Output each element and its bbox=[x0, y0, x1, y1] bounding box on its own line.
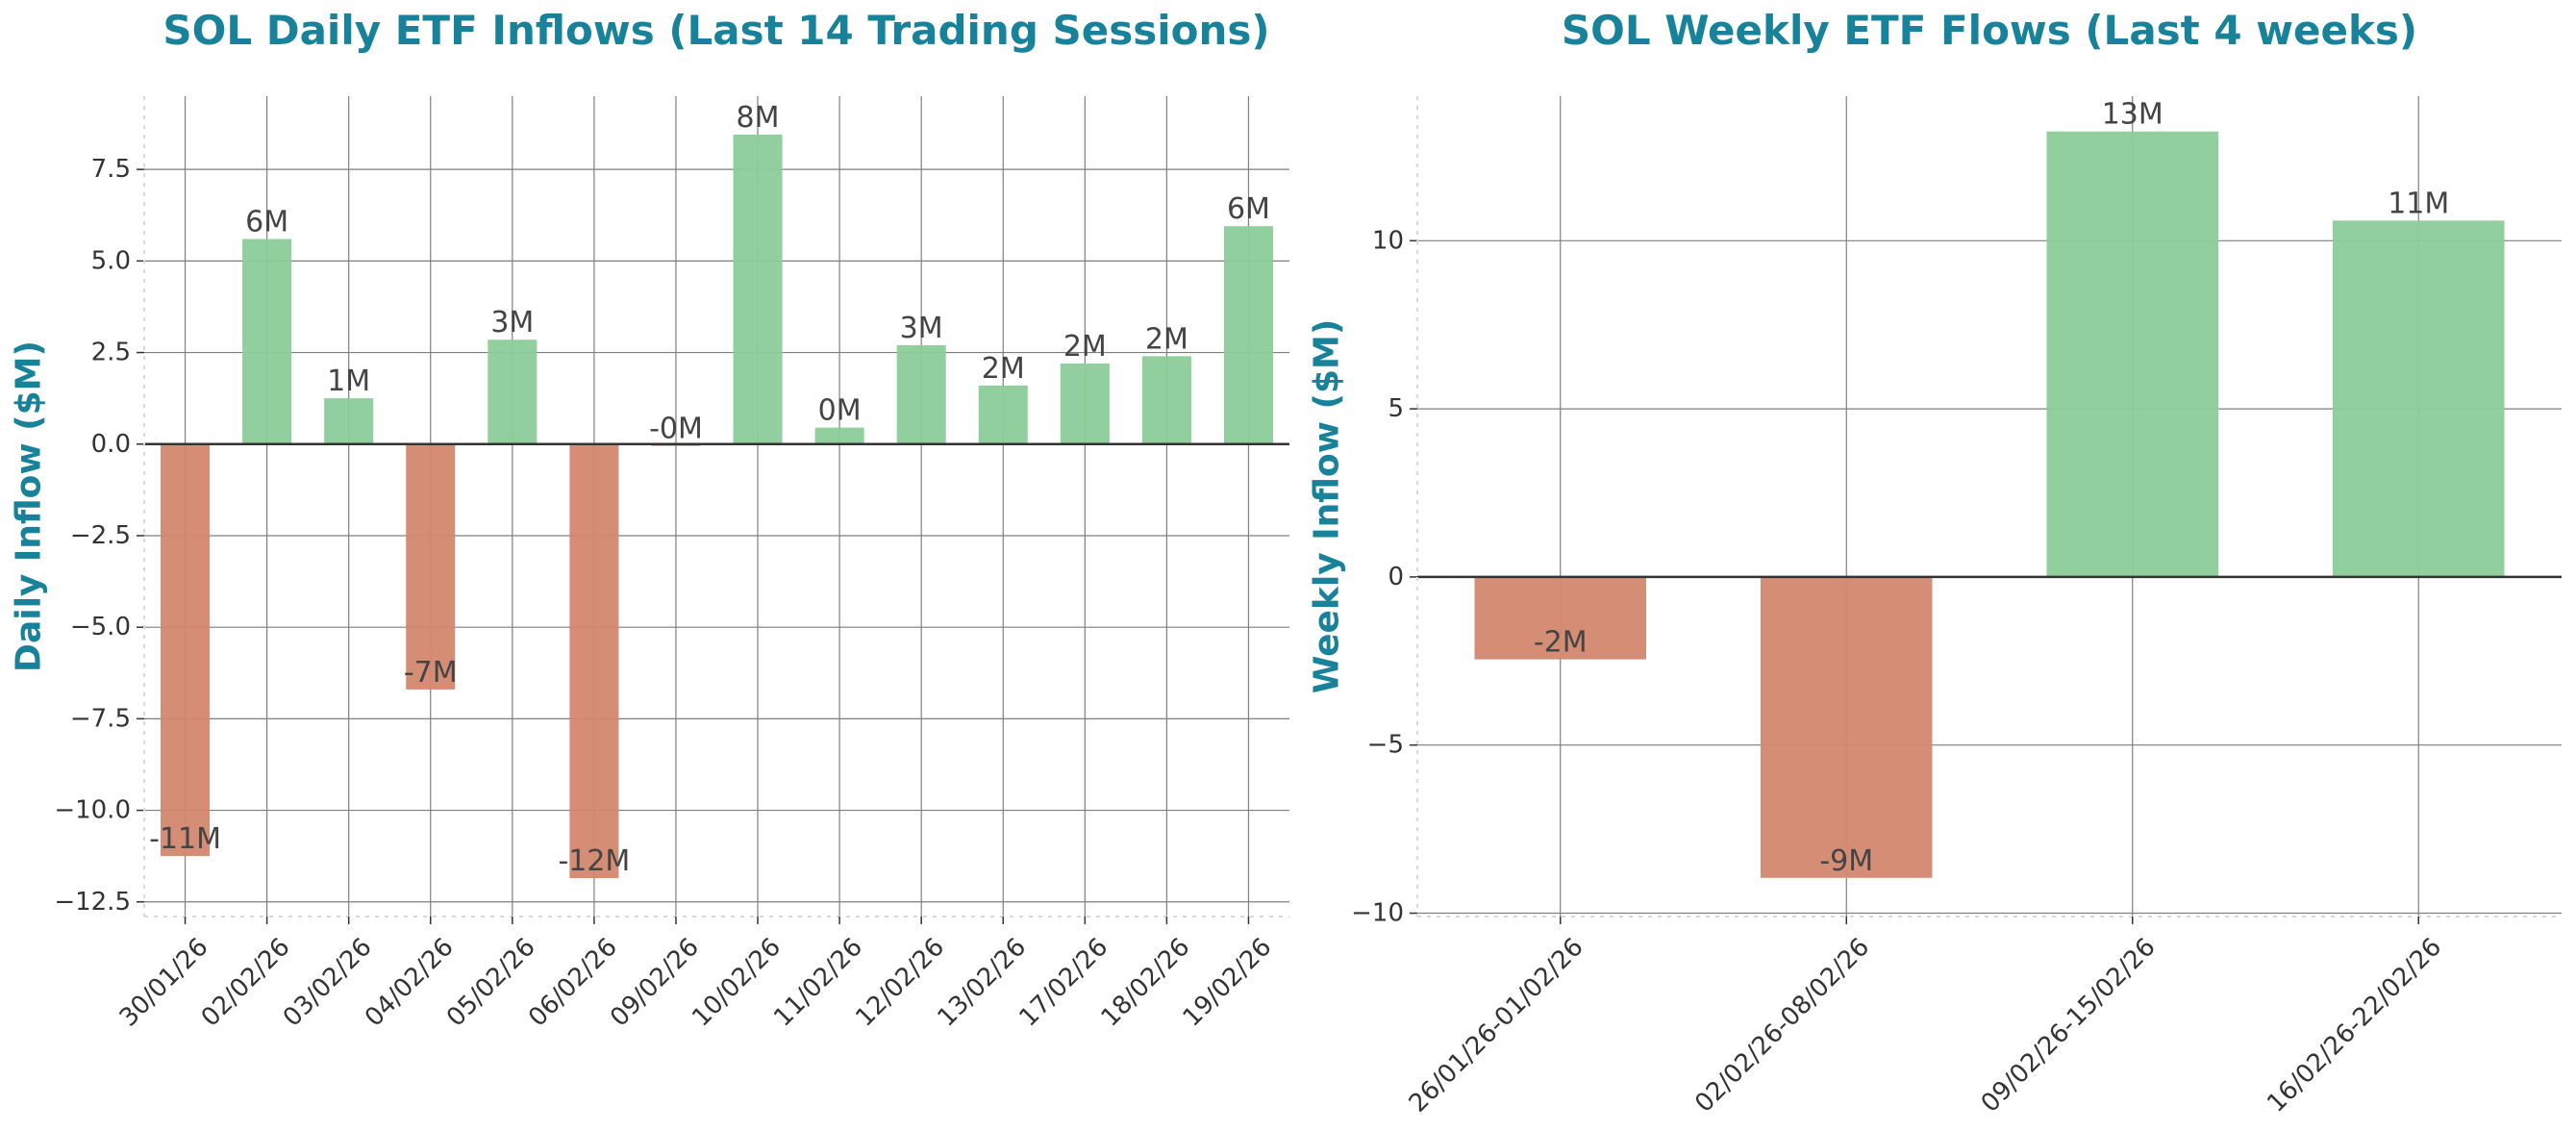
daily-x-tick-label: 30/01/26 bbox=[114, 933, 214, 1033]
daily-bar-06-02-26 bbox=[569, 443, 619, 879]
daily-data-label: 6M bbox=[245, 206, 288, 239]
daily-y-axis-label: Daily Inflow ($M) bbox=[10, 340, 49, 672]
daily-data-label: 6M bbox=[1227, 192, 1270, 226]
daily-x-tick-label: 09/02/26 bbox=[605, 933, 705, 1033]
weekly-x-tick-label: 26/01/26-01/02/26 bbox=[1404, 933, 1589, 1118]
daily-x-tick-label: 02/02/26 bbox=[196, 933, 296, 1033]
daily-x-tick-label: 10/02/26 bbox=[687, 933, 787, 1033]
weekly-x-tick-label: 09/02/26-15/02/26 bbox=[1976, 933, 2162, 1118]
daily-data-label: 3M bbox=[900, 312, 943, 345]
weekly-y-tick-label: −5 bbox=[1367, 731, 1404, 760]
daily-data-label: 1M bbox=[327, 364, 370, 398]
weekly-bar-16-02-26-22-02-26 bbox=[2333, 220, 2505, 577]
daily-bar-05-02-26 bbox=[488, 339, 538, 444]
weekly-y-axis-label: Weekly Inflow ($M) bbox=[1308, 319, 1347, 694]
daily-data-label: -0M bbox=[649, 413, 703, 446]
daily-y-tick-label: −5.0 bbox=[70, 613, 131, 641]
daily-data-label: 2M bbox=[982, 352, 1025, 386]
daily-y-tick-label: 7.5 bbox=[91, 155, 131, 184]
weekly-y-tick-label: 10 bbox=[1372, 226, 1404, 255]
weekly-x-tick-label: 02/02/26-08/02/26 bbox=[1689, 933, 1875, 1118]
daily-data-label: 0M bbox=[818, 394, 862, 428]
daily-bar-18-02-26 bbox=[1141, 356, 1191, 444]
daily-x-tick-label: 04/02/26 bbox=[360, 933, 460, 1033]
daily-bar-13-02-26 bbox=[978, 385, 1028, 444]
weekly-y-tick-label: 5 bbox=[1388, 394, 1404, 423]
weekly-y-tick-label: −10 bbox=[1351, 899, 1404, 928]
weekly-bar-26-01-26-01-02-26 bbox=[1474, 576, 1646, 660]
daily-y-tick-label: −2.5 bbox=[70, 521, 131, 550]
daily-y-tick-label: 0.0 bbox=[91, 430, 131, 459]
daily-y-tick-label: 5.0 bbox=[91, 246, 131, 275]
daily-bar-11-02-26 bbox=[814, 427, 864, 444]
daily-data-label: -12M bbox=[558, 844, 630, 878]
daily-x-tick-label: 18/02/26 bbox=[1096, 933, 1196, 1033]
daily-bar-19-02-26 bbox=[1223, 226, 1273, 444]
daily-data-label: -11M bbox=[149, 822, 221, 856]
daily-data-label: 3M bbox=[490, 306, 534, 339]
daily-bar-03-02-26 bbox=[324, 398, 374, 444]
daily-chart-title: SOL Daily ETF Inflows (Last 14 Trading S… bbox=[163, 7, 1269, 54]
daily-x-tick-label: 05/02/26 bbox=[441, 933, 541, 1033]
weekly-bar-09-02-26-15-02-26 bbox=[2046, 131, 2218, 577]
daily-x-tick-label: 03/02/26 bbox=[278, 933, 378, 1033]
weekly-data-label: -2M bbox=[1534, 626, 1588, 660]
weekly-data-label: -9M bbox=[1819, 844, 1873, 878]
daily-y-tick-label: 2.5 bbox=[91, 339, 131, 367]
daily-y-tick-label: −12.5 bbox=[54, 888, 131, 917]
daily-bar-30-01-26 bbox=[161, 443, 211, 857]
weekly-flows-chart: SOL Weekly ETF Flows (Last 4 weeks) Weekl… bbox=[1308, 7, 2562, 1118]
daily-bar-02-02-26 bbox=[242, 239, 292, 444]
daily-data-label: 8M bbox=[737, 101, 780, 135]
weekly-data-label: 13M bbox=[2102, 98, 2163, 132]
weekly-data-label: 11M bbox=[2388, 187, 2449, 220]
daily-bar-12-02-26 bbox=[896, 344, 946, 444]
daily-x-tick-label: 13/02/26 bbox=[932, 933, 1032, 1033]
weekly-bar-02-02-26-08-02-26 bbox=[1761, 576, 1933, 878]
weekly-chart-title: SOL Weekly ETF Flows (Last 4 weeks) bbox=[1562, 7, 2417, 54]
daily-data-label: 2M bbox=[1145, 322, 1188, 356]
daily-x-tick-label: 11/02/26 bbox=[768, 933, 868, 1033]
daily-x-tick-label: 12/02/26 bbox=[850, 933, 950, 1033]
daily-x-tick-label: 06/02/26 bbox=[523, 933, 623, 1033]
daily-bar-10-02-26 bbox=[733, 134, 783, 444]
daily-y-tick-label: −7.5 bbox=[70, 704, 131, 733]
weekly-x-tick-label: 16/02/26-22/02/26 bbox=[2262, 933, 2447, 1118]
daily-y-tick-label: −10.0 bbox=[54, 796, 131, 825]
daily-data-label: -7M bbox=[404, 656, 458, 690]
daily-inflows-chart: SOL Daily ETF Inflows (Last 14 Trading S… bbox=[10, 7, 1289, 1033]
weekly-y-tick-label: 0 bbox=[1388, 563, 1404, 591]
daily-bar-04-02-26 bbox=[406, 443, 456, 690]
daily-x-tick-label: 19/02/26 bbox=[1178, 933, 1278, 1033]
daily-data-label: 2M bbox=[1063, 330, 1107, 364]
daily-x-tick-label: 17/02/26 bbox=[1013, 933, 1113, 1033]
daily-bar-17-02-26 bbox=[1060, 363, 1110, 444]
